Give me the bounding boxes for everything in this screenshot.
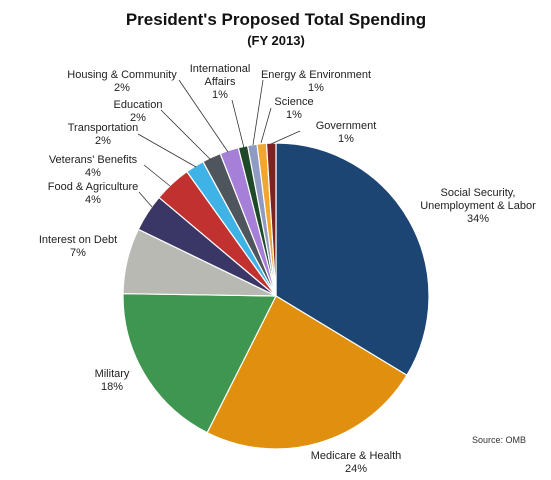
label-education: Education 2% [114, 99, 163, 124]
label-social-security: Social Security, Unemployment & Labor 34% [420, 187, 536, 225]
label-medicare-health: Medicare & Health 24% [311, 450, 402, 475]
label-veterans-benefits: Veterans' Benefits 4% [49, 154, 138, 179]
source-note: Source: OMB [472, 435, 526, 445]
leader-food-agriculture [138, 191, 153, 208]
chart-subtitle: (FY 2013) [247, 33, 305, 48]
chart-title: President's Proposed Total Spending [126, 10, 426, 29]
label-government: Government 1% [316, 120, 377, 145]
leader-science [260, 107, 272, 144]
leader-government [270, 130, 301, 145]
pie-slices [122, 142, 430, 450]
label-energy-environment: Energy & Environment 1% [261, 69, 371, 94]
label-transportation: Transportation 2% [68, 122, 139, 147]
leader-transportation [137, 133, 197, 168]
leader-lines [137, 79, 301, 208]
label-international-affairs: International Affairs 1% [190, 63, 251, 101]
label-military: Military 18% [95, 368, 130, 393]
leader-veterans-benefits [143, 164, 171, 187]
label-interest-on-debt: Interest on Debt 7% [39, 234, 117, 259]
slice-government [265, 142, 277, 297]
leader-education [160, 109, 212, 161]
label-housing-community: Housing & Community 2% [67, 69, 177, 94]
label-food-agriculture: Food & Agriculture 4% [48, 181, 139, 206]
slice-social-security [275, 142, 430, 377]
leader-housing-community [178, 79, 229, 153]
slice-labels: Social Security, Unemployment & Labor 34% M… [39, 63, 536, 475]
leader-international-affairs [231, 99, 245, 149]
leader-energy-environment [252, 79, 264, 146]
label-science: Science 1% [274, 96, 313, 121]
slice-military [122, 293, 277, 434]
